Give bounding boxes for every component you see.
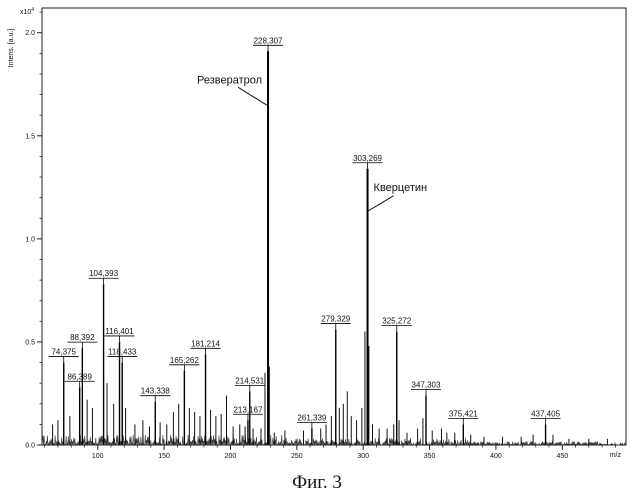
- annotation-resveratrol: Резвератрол: [197, 74, 262, 86]
- peak-label: 303,269: [353, 154, 382, 163]
- annotation-leader: [369, 196, 394, 211]
- y-tick-label: 0.0: [25, 443, 35, 450]
- x-tick-label: 400: [490, 453, 502, 460]
- plot-frame: [42, 8, 626, 445]
- peak-label: 165,262: [170, 356, 199, 365]
- y-tick-label: 2.0: [25, 30, 35, 37]
- noise-trace: [42, 435, 626, 445]
- x-axis-label: m/z: [610, 452, 622, 459]
- x-tick-label: 300: [357, 453, 369, 460]
- spectrum-peaks: [53, 51, 608, 445]
- peak-label: 116,401: [105, 327, 134, 336]
- y-axis-multiplier: x104: [20, 7, 34, 16]
- peak-label: 228,307: [254, 36, 283, 45]
- peak-label: 261,339: [297, 414, 326, 423]
- peak-labels: 74,375 86,389 88,392 104,393 116,401 118,433 1…: [49, 36, 561, 428]
- y-tick-label: 1.0: [25, 236, 35, 243]
- x-tick-label: 150: [158, 453, 170, 460]
- peak-label: 375,421: [449, 409, 478, 418]
- peak-label: 214,531: [235, 376, 264, 385]
- figure-caption: Фиг. 3: [0, 472, 634, 494]
- peak-label: 143,338: [141, 387, 170, 396]
- peak-label: 181,214: [191, 339, 220, 348]
- x-tick-label: 250: [291, 453, 303, 460]
- peak-label: 213,167: [233, 405, 262, 414]
- peak-label: 104,393: [89, 269, 118, 278]
- y-axis-label: Intens. [a.u.]: [8, 29, 15, 68]
- annotation-leader: [238, 87, 267, 105]
- peak-label: 325,272: [382, 317, 411, 326]
- peak-label: 437,405: [531, 409, 560, 418]
- baseline-noise: [42, 435, 626, 445]
- x-tick-label: 450: [556, 453, 568, 460]
- x-tick-label: 100: [92, 453, 104, 460]
- axis-ticks: 100 150 200 250 300 350 400 450 0.0 0.5 1.0 1.5 2.0: [25, 12, 615, 460]
- annotation-quercetin: Кверцетин: [374, 182, 428, 194]
- x-tick-label: 200: [225, 453, 237, 460]
- compound-annotations: Резвератрол Кверцетин: [197, 74, 427, 210]
- peak-label: 86,389: [67, 372, 92, 381]
- peak-label: 74,375: [51, 348, 76, 357]
- peak-label: 118,433: [108, 348, 137, 357]
- peak-label: 347,303: [412, 381, 441, 390]
- y-tick-label: 0.5: [25, 339, 35, 346]
- peak-label: 88,392: [70, 333, 95, 342]
- x-tick-label: 350: [424, 453, 436, 460]
- peak-label: 279,329: [321, 315, 350, 324]
- y-tick-label: 1.5: [25, 133, 35, 140]
